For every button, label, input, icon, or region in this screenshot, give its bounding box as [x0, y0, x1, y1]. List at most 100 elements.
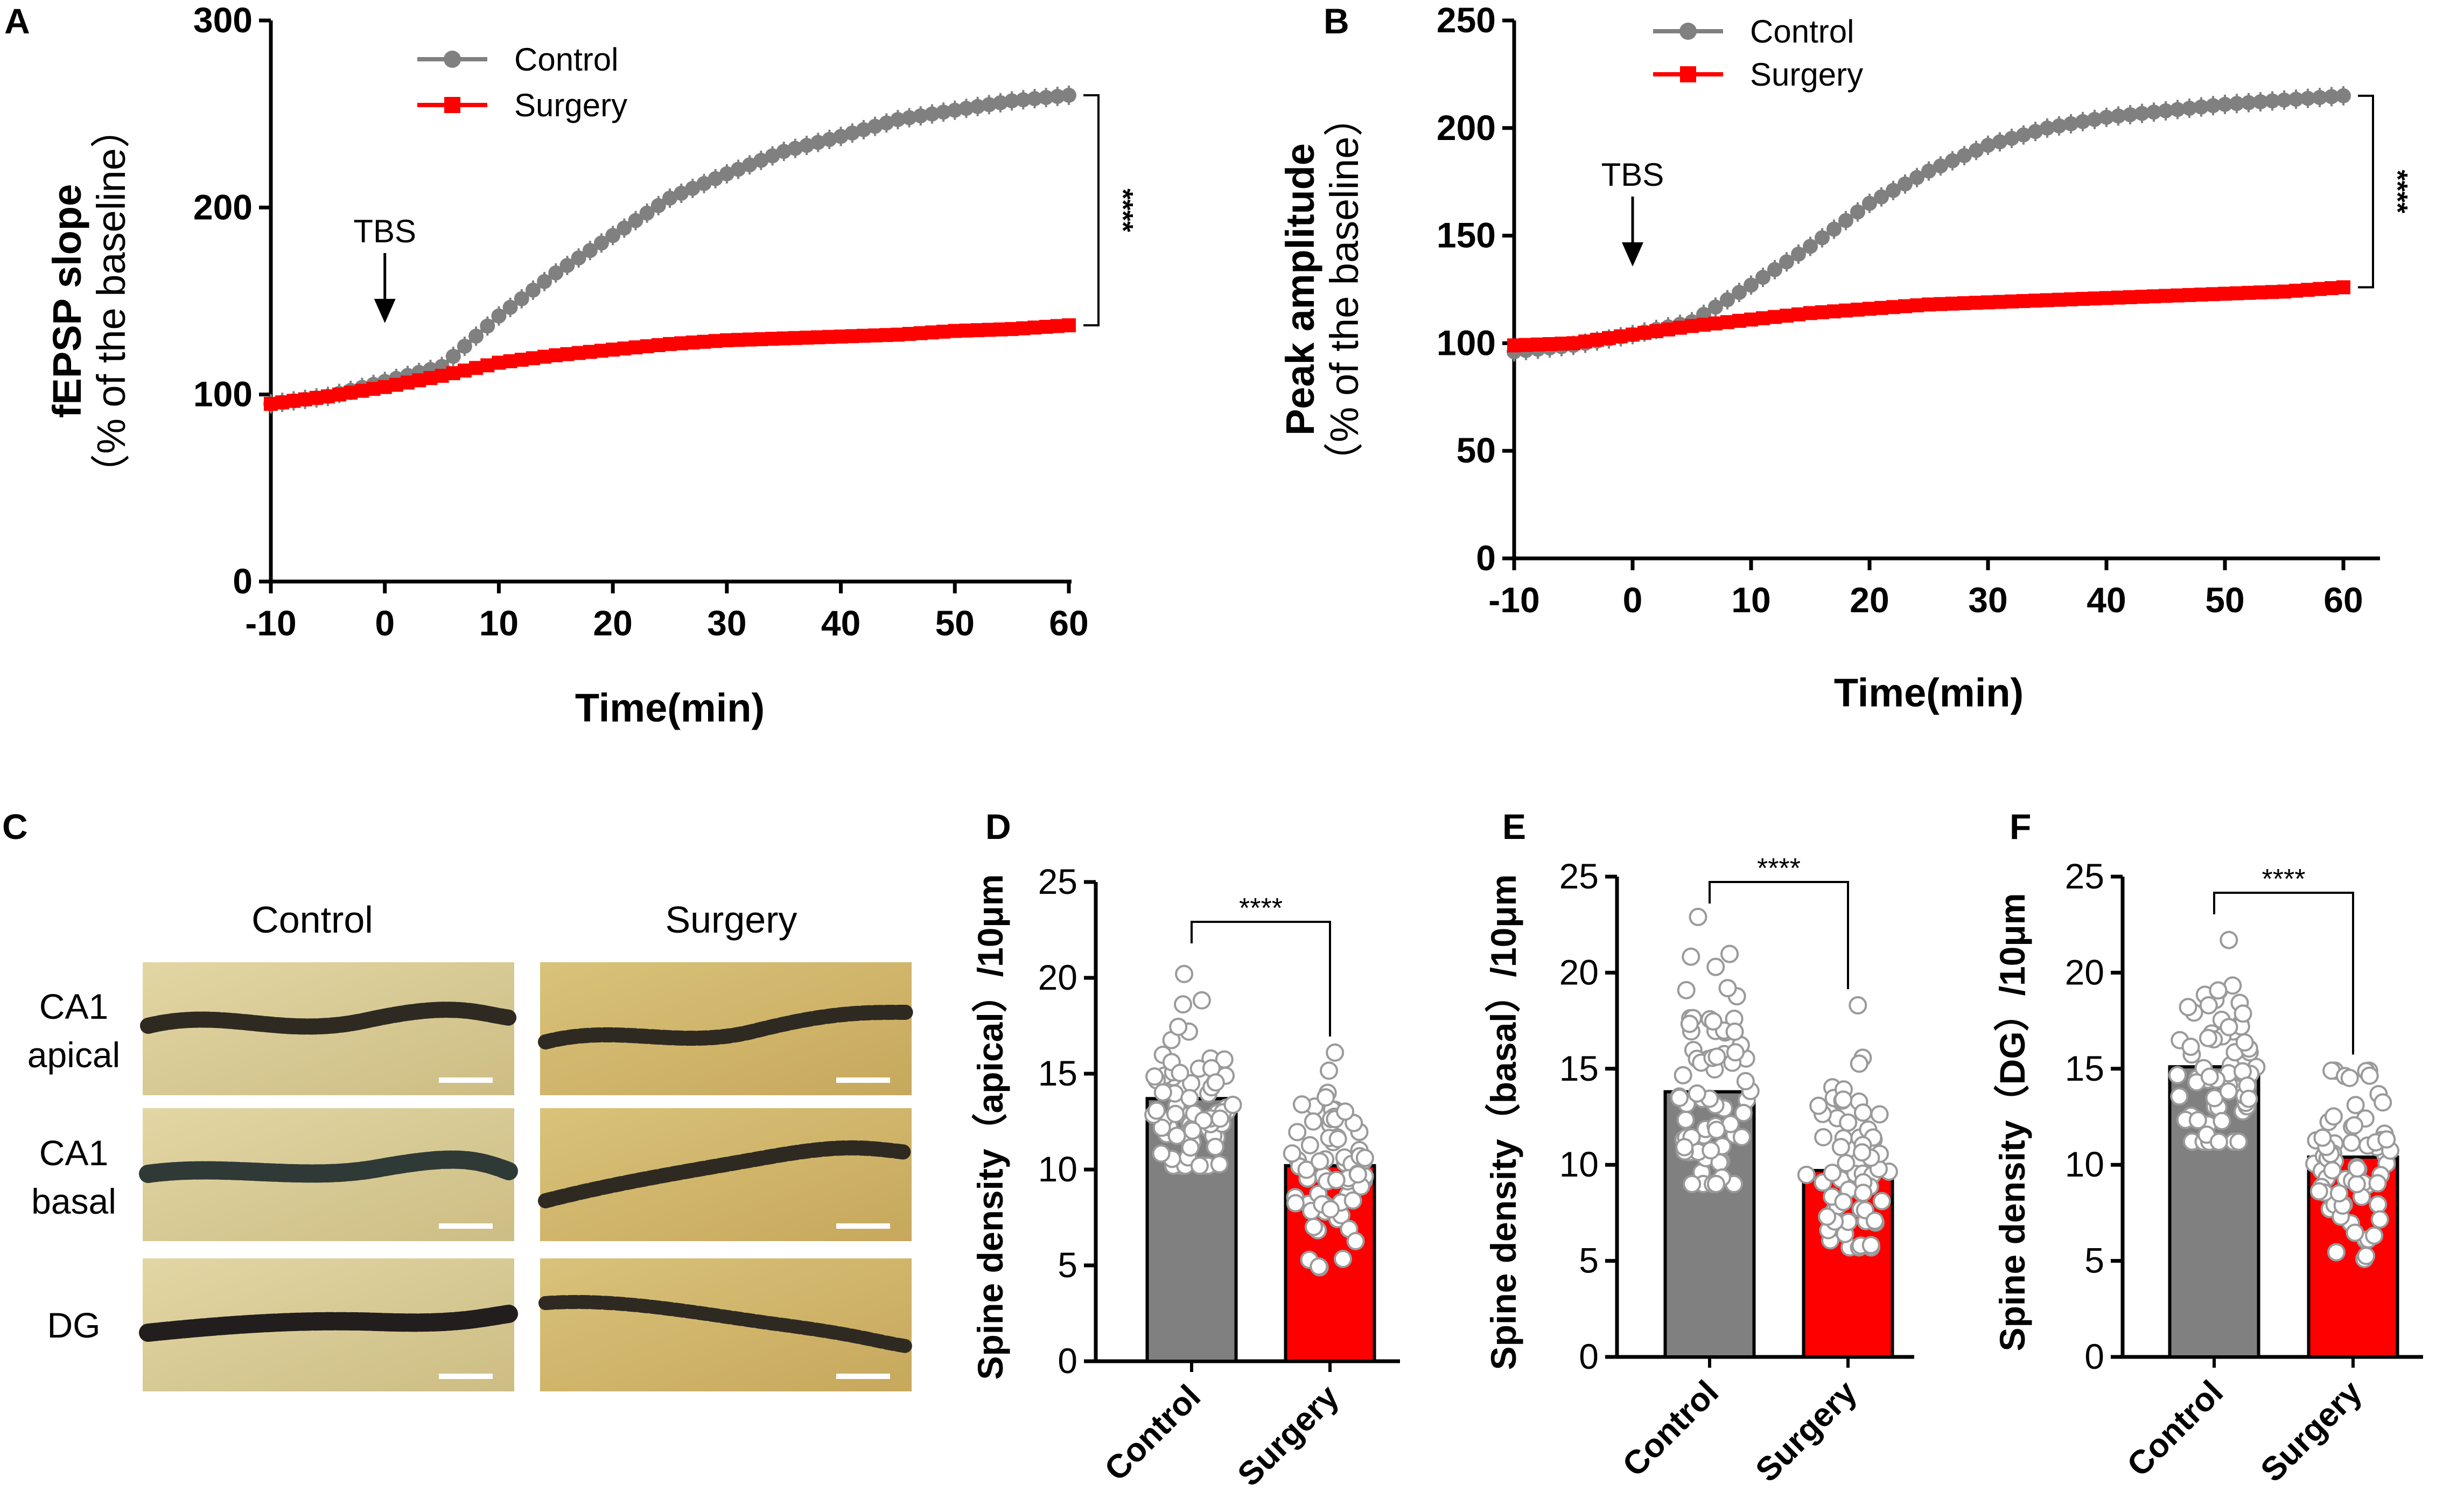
data-point-control: [1791, 246, 1806, 262]
data-point-control: [1210, 1109, 1229, 1128]
data-point-control: [2209, 1132, 2228, 1151]
y-tick-label: 10: [1559, 1144, 1599, 1184]
data-point-control: [1682, 947, 1700, 966]
data-point-control: [2220, 930, 2238, 949]
data-point-surgery: [2377, 1130, 2396, 1149]
significance-label: ****: [1107, 188, 1138, 233]
row-label-ca1-basal-line1: CA1: [39, 1133, 108, 1173]
data-point-surgery: [1543, 337, 1557, 351]
data-point-control: [1734, 1103, 1753, 1122]
data-point-surgery: [1602, 331, 1616, 345]
data-point-surgery: [1756, 311, 1770, 326]
data-point-control: [822, 131, 837, 147]
data-point-surgery: [1286, 1194, 1305, 1213]
data-point-control: [2312, 90, 2327, 106]
data-point-control: [890, 112, 906, 128]
series-line-control: [270, 93, 1069, 406]
data-point-surgery: [2194, 288, 2208, 302]
significance-label: ****: [2382, 170, 2413, 214]
data-point-surgery: [1818, 1207, 1837, 1226]
data-point-control: [1933, 158, 1948, 174]
data-point-control: [548, 265, 564, 281]
data-point-control: [1779, 254, 1794, 270]
y-tick-label: 20: [1559, 952, 1599, 992]
data-point-control: [731, 162, 746, 177]
data-point-surgery: [1297, 1160, 1316, 1179]
data-point-surgery: [1321, 1200, 1340, 1219]
data-point-surgery: [1823, 1164, 1842, 1182]
y-axis-title: Spine density（apical）/10μm: [970, 874, 1010, 1380]
data-point-surgery: [1839, 303, 1853, 318]
y-tick-label: 25: [1559, 856, 1599, 896]
data-point-surgery: [1945, 296, 1959, 311]
data-point-control: [1145, 1067, 1164, 1086]
data-point-control: [1153, 1083, 1172, 1102]
y-tick-label: 15: [1038, 1053, 1077, 1093]
data-point-surgery: [1343, 1191, 1362, 1210]
data-point-surgery: [2076, 292, 2090, 306]
data-point-surgery: [2309, 1182, 2328, 1201]
data-point-control: [1726, 1043, 1745, 1062]
y-tick-label: 25: [1038, 862, 1077, 901]
data-point-surgery: [2230, 286, 2244, 300]
data-point-surgery: [1981, 295, 1995, 310]
y-axis-subtitle: （% of the baseline）: [1322, 97, 1367, 482]
data-point-control: [787, 141, 803, 156]
dendrite-surgery-ca1-basal: [538, 1140, 914, 1208]
data-point-surgery: [2313, 1128, 2332, 1147]
data-point-control: [2199, 996, 2218, 1014]
series-line-control: [1514, 93, 2344, 354]
y-tick-label: 150: [1437, 215, 1496, 255]
data-point-surgery: [1649, 324, 1663, 339]
legend-label-control: Control: [1750, 13, 1854, 50]
data-point-surgery: [2123, 290, 2137, 304]
data-point-control: [1980, 137, 1996, 153]
data-point-control: [1708, 299, 1723, 315]
data-point-control: [2213, 1112, 2231, 1131]
data-point-control: [1732, 1128, 1751, 1146]
y-tick-label: 5: [1058, 1245, 1077, 1285]
data-point-surgery: [2052, 292, 2066, 307]
data-point-control: [582, 243, 598, 258]
y-tick-label: 20: [2065, 952, 2104, 992]
data-point-control: [1815, 230, 1830, 246]
data-point-control: [776, 144, 792, 159]
data-point-control: [593, 235, 609, 251]
data-point-surgery: [2289, 283, 2303, 298]
x-tick-label: 0: [1623, 580, 1643, 620]
chart-f: 0 5 10 15 20 25 Spine density（DG）/10μm Control S…: [1992, 856, 2423, 1489]
x-tick-label: 40: [2087, 580, 2126, 620]
significance-bracket: [1709, 881, 1849, 990]
data-point-control: [1675, 1138, 1694, 1157]
data-point-control: [2288, 92, 2304, 107]
y-tick-label: 5: [2084, 1241, 2104, 1280]
panel-label-a: A: [4, 1, 30, 41]
data-point-control: [753, 152, 769, 168]
data-point-control: [1736, 1072, 1755, 1090]
data-point-control: [1744, 277, 1759, 293]
data-point-surgery: [1346, 1232, 1365, 1251]
data-point-surgery: [1803, 306, 1817, 320]
x-axis-title: Time(min): [1834, 670, 2024, 715]
data-point-surgery: [2323, 1161, 2342, 1180]
data-point-surgery: [1311, 1152, 1329, 1171]
data-point-surgery: [1851, 303, 1865, 317]
x-tick-label: Control: [1615, 1374, 1726, 1484]
data-point-surgery: [2347, 1175, 2366, 1194]
data-point-control: [936, 104, 951, 120]
significance-label: ****: [2262, 864, 2306, 895]
data-point-surgery: [1886, 300, 1900, 314]
data-point-control: [1707, 1047, 1726, 1066]
chart-e: 0 5 10 15 20 25 Spine density（basal）/10μm Contr…: [1483, 853, 1914, 1489]
data-point-surgery: [2088, 291, 2102, 306]
data-point-control: [924, 106, 940, 122]
data-point-surgery: [1590, 333, 1604, 347]
y-tick-label: 10: [1038, 1149, 1077, 1189]
data-point-surgery: [2346, 1223, 2364, 1242]
chart-d: 0 5 10 15 20 25 Spine density（apical）/10μm Cont…: [970, 862, 1400, 1494]
data-point-surgery: [2340, 1068, 2359, 1087]
data-point-control: [1677, 981, 1696, 999]
data-point-control: [1718, 979, 1737, 998]
data-point-control: [1049, 89, 1065, 104]
